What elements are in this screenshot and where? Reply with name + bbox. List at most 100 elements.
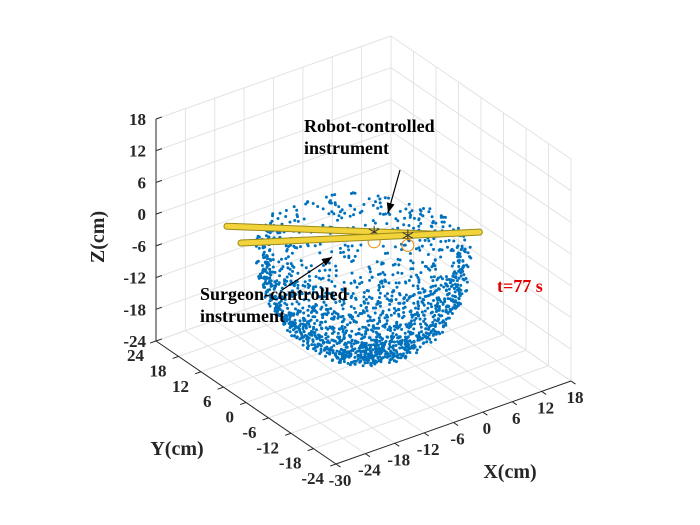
point [361,356,365,360]
point [349,341,353,345]
point [279,289,283,293]
point [359,243,363,247]
point [442,220,446,224]
point [275,310,279,314]
point [352,306,356,310]
point [351,191,355,195]
grid-line-wall-yz-z [390,67,572,192]
point [323,295,327,299]
point [441,325,445,329]
point [378,320,382,324]
point [379,313,383,317]
point [379,360,383,364]
x-tick-mark [482,411,488,416]
point [268,248,272,252]
point [434,284,437,288]
point [419,222,423,225]
point [417,304,421,308]
point [393,340,396,344]
point [311,315,315,319]
point [264,234,268,238]
point [447,239,451,242]
point [334,301,338,304]
point [347,256,351,260]
label-line: Surgeon-controlled [200,284,348,304]
point [283,317,287,321]
point [283,279,286,283]
point [284,244,288,248]
x-tick-mark [541,390,547,395]
point [270,284,274,288]
point [360,333,364,337]
point [273,280,277,284]
point [400,327,404,331]
point [403,305,407,309]
point [287,272,291,276]
grid-line-floor-y [290,349,527,434]
point [313,331,317,334]
point [424,327,428,331]
point [330,312,334,316]
point [396,226,400,230]
point [457,296,461,300]
point [396,271,400,275]
point [292,265,296,269]
z-tick-mark [155,243,163,247]
point [453,290,457,294]
point [383,273,387,277]
z-tick-mark [155,179,163,183]
point [351,259,355,263]
point [351,348,355,351]
point [286,262,289,266]
point [417,291,421,295]
point [349,305,353,309]
point [421,297,425,301]
point [378,339,382,343]
point [429,324,433,328]
point [348,321,352,325]
grid-line-wall-yz-z [390,225,572,350]
y-tick-mark [239,402,247,406]
point [302,311,306,315]
point [335,349,339,353]
point [343,325,347,329]
point [456,301,460,305]
point [389,326,393,330]
point [392,335,396,339]
point [374,306,378,310]
point [400,271,404,275]
point [420,330,423,334]
point [255,260,259,264]
point [449,285,453,288]
point [319,347,323,351]
point [468,245,472,249]
point [339,251,343,255]
point [354,298,358,301]
point [398,258,402,262]
point [314,303,318,306]
point [370,297,374,300]
point [374,345,378,349]
point [407,346,411,350]
point [388,345,392,349]
point [400,341,404,345]
point [330,338,334,342]
point [324,195,328,199]
point [423,289,427,293]
point [362,291,366,294]
point [431,279,435,283]
point [273,286,277,290]
point [328,268,332,272]
point [386,354,390,358]
point [380,350,384,354]
point [428,337,432,341]
x-tick-mark [335,463,341,468]
point [343,211,347,215]
point [424,331,428,335]
point [331,358,335,362]
point [389,335,393,339]
point [304,323,308,327]
point [356,314,360,318]
point [373,362,377,366]
point [462,273,466,277]
